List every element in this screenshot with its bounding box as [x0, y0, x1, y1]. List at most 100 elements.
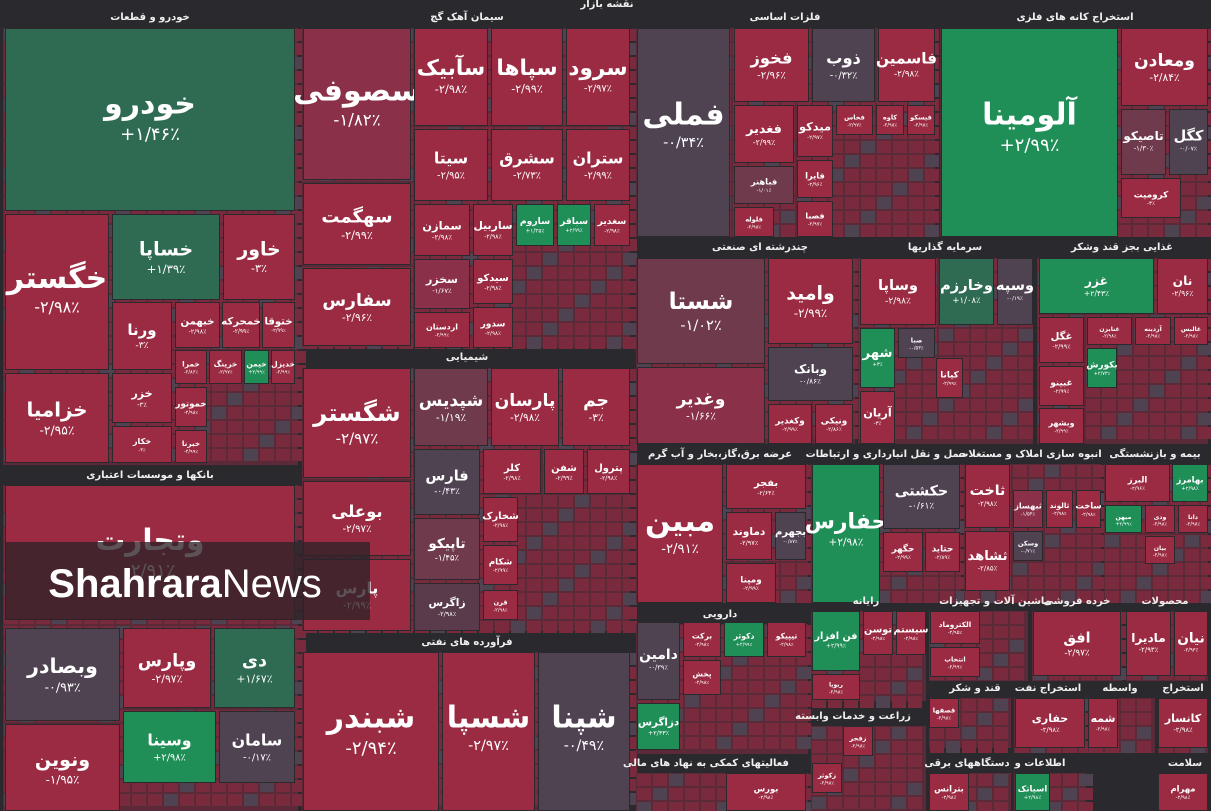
small-tile — [1150, 399, 1164, 411]
small-tile — [196, 794, 210, 806]
stock-change: -۲/۹۸٪ — [1186, 521, 1201, 527]
small-tile — [1150, 357, 1164, 369]
small-tile — [669, 788, 683, 800]
small-tile — [781, 577, 795, 589]
small-tile — [781, 695, 795, 707]
small-tile — [1019, 427, 1033, 439]
small-tile — [543, 295, 557, 307]
small-tile — [877, 183, 891, 195]
small-tile — [685, 788, 699, 800]
stock-symbol: ومپنا — [740, 575, 761, 585]
stock-symbol: بکورش — [1086, 360, 1117, 370]
small-tile — [1121, 563, 1135, 575]
small-tile — [1182, 427, 1196, 439]
small-tile — [527, 323, 541, 335]
small-tile — [845, 197, 859, 209]
stock-change: +۲/۹۸٪ — [1181, 486, 1198, 492]
stock-symbol: سیتا — [434, 149, 468, 168]
small-tile — [637, 774, 651, 786]
small-tile — [1197, 183, 1211, 195]
small-tile — [132, 794, 146, 806]
small-tile — [527, 509, 541, 521]
small-tile — [276, 435, 290, 447]
small-tile — [1102, 413, 1116, 425]
sector-name: سرمایه گذاریها — [908, 240, 982, 253]
small-tile — [909, 141, 923, 153]
small-tile — [1045, 577, 1059, 589]
stock-tile — [112, 426, 172, 463]
stock-change: -۲/۹۸٪ — [438, 610, 457, 618]
small-tile — [987, 399, 1001, 411]
small-tile — [228, 393, 242, 405]
small-tile — [607, 281, 621, 293]
stock-change: -۲/۹۹٪ — [782, 427, 798, 433]
small-tile — [1198, 399, 1211, 411]
small-tile — [877, 197, 891, 209]
small-tile — [607, 565, 621, 577]
stock-change: -۰/۱۹٪ — [1007, 296, 1023, 302]
stock-symbol: فباهنر — [750, 176, 777, 187]
small-tile — [909, 155, 923, 167]
small-tile — [1121, 713, 1135, 725]
small-tile — [892, 769, 906, 781]
small-tile — [717, 695, 731, 707]
stock-change: -۲/۹۹٪ — [743, 586, 759, 592]
stock-symbol: نان — [1173, 274, 1193, 288]
small-tile — [861, 225, 875, 237]
small-tile — [797, 723, 811, 735]
stock-change: -۲/۹۹٪ — [948, 664, 963, 670]
small-tile — [861, 169, 875, 181]
sector-name: بیمه و بازنشستگی — [1109, 447, 1200, 460]
stock-tile — [112, 302, 172, 370]
stock-symbol: اردستان — [426, 323, 458, 332]
small-tile — [907, 427, 921, 439]
small-tile — [559, 537, 573, 549]
small-tile — [511, 295, 525, 307]
small-tile — [962, 713, 976, 725]
stock-change: +۲/۷۳٪ — [1094, 371, 1111, 377]
small-tile — [1150, 385, 1164, 397]
sector-name: چندرشته ای صنعتی — [712, 242, 808, 253]
small-tile — [701, 695, 715, 707]
small-tile — [1077, 465, 1091, 477]
small-tile — [575, 523, 589, 535]
stock-change: -۰/۳۲٪ — [830, 70, 858, 81]
stock-change: -۲/۹۸٪ — [1081, 512, 1096, 518]
small-tile — [228, 421, 242, 433]
small-tile — [685, 723, 699, 735]
sector-name: استخراج نفت — [1015, 683, 1081, 694]
small-tile — [908, 654, 922, 666]
small-tile — [1182, 385, 1196, 397]
small-tile — [765, 681, 779, 693]
watermark-text: ShahraraNews — [48, 562, 321, 606]
stock-symbol: سغدیر — [597, 216, 627, 227]
stock-change: -۲/۹۸٪ — [779, 642, 794, 648]
stock-change: -۳٪ — [251, 262, 267, 275]
stock-symbol: سخزر — [425, 273, 458, 286]
small-tile — [260, 435, 274, 447]
small-tile — [607, 523, 621, 535]
small-tile — [812, 797, 826, 809]
small-tile — [893, 141, 907, 153]
small-tile — [955, 413, 969, 425]
stock-symbol: قرن — [493, 599, 507, 607]
stock-change: +۱/۶۷٪ — [236, 672, 272, 685]
small-tile — [1198, 385, 1211, 397]
small-tile — [559, 593, 573, 605]
small-tile — [1198, 413, 1211, 425]
small-tile — [543, 579, 557, 591]
stock-change: -۲/۹۶٪ — [1130, 486, 1145, 492]
small-tile — [1182, 357, 1196, 369]
stock-tile — [271, 350, 295, 384]
small-tile — [860, 783, 874, 795]
stock-change: -۳٪ — [138, 447, 145, 453]
stock-tile — [5, 28, 295, 211]
small-tile — [876, 755, 890, 767]
small-tile — [1003, 371, 1017, 383]
stock-change: +۱/۳۵٪ — [526, 229, 545, 235]
small-tile — [559, 309, 573, 321]
stock-symbol: وپارس — [138, 652, 197, 672]
stock-change: -۲/۹۹٪ — [276, 370, 291, 376]
small-tile — [623, 253, 637, 265]
small-tile — [978, 741, 992, 753]
